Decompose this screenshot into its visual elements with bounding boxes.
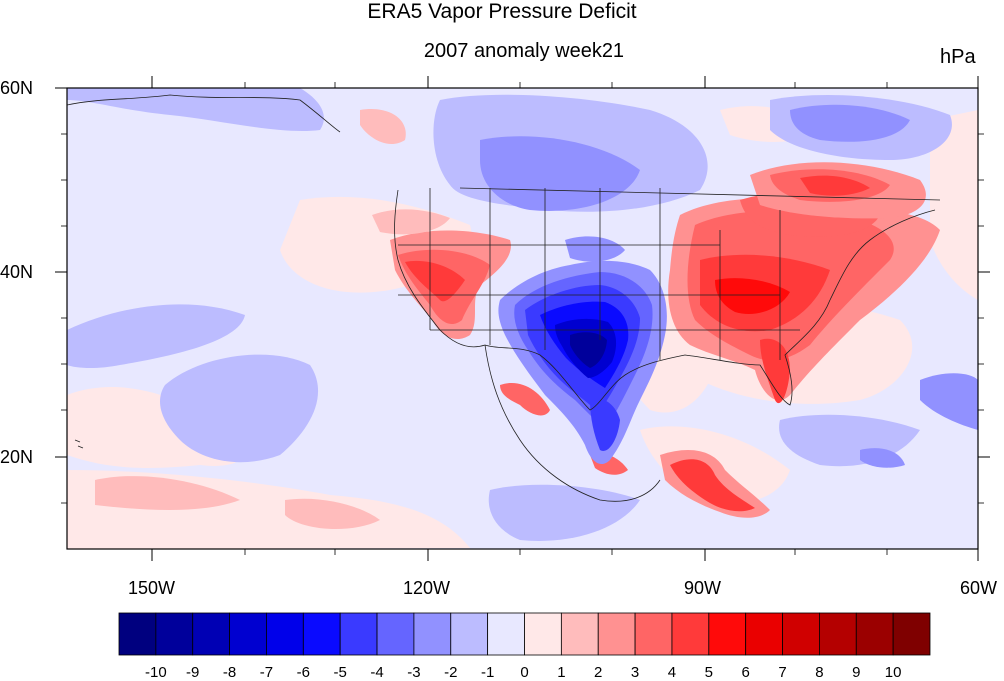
colorbar-tick-label: -9: [186, 664, 199, 681]
colorbar-tick-label: -2: [444, 664, 457, 681]
anomaly-field: [67, 88, 978, 549]
colorbar-tick-label: -5: [334, 664, 347, 681]
colorbar-box: [634, 612, 673, 656]
colorbar-box: [413, 612, 452, 656]
colorbar-tick-label: -6: [297, 664, 310, 681]
colorbar-tick-label: 9: [852, 664, 860, 681]
lat-label-40n: 40N: [0, 262, 34, 282]
colorbar-tick-label: 2: [594, 664, 602, 681]
units-label: hPa: [940, 46, 976, 68]
colorbar-box: [339, 612, 378, 656]
colorbar-box: [155, 612, 194, 656]
colorbar-box: [229, 612, 267, 656]
map-title: ERA5 Vapor Pressure Deficit: [367, 0, 637, 23]
colorbar-box: [855, 612, 894, 656]
colorbar-box: [745, 612, 783, 656]
axis-ticks: [55, 76, 990, 561]
colorbar-box: [118, 612, 157, 656]
lon-label-150w: 150W: [128, 578, 176, 598]
colorbar-box: [782, 612, 820, 656]
colorbar-tick-label: -4: [370, 664, 383, 681]
map-subtitle: 2007 anomaly week21: [423, 40, 625, 62]
colorbar-tick-label: -1: [481, 664, 494, 681]
colorbar-tick-label: 10: [885, 664, 902, 681]
colorbar-box: [376, 612, 415, 656]
colorbar-box: [560, 612, 599, 656]
political-boundaries: [67, 94, 941, 502]
colorbar-tick-label: -8: [223, 664, 236, 681]
colorbar-box: [671, 612, 710, 656]
colorbar-tick-label: 1: [557, 664, 565, 681]
colorbar-box: [819, 612, 857, 656]
colorbar-box: [892, 612, 931, 656]
colorbar-box: [524, 612, 562, 656]
colorbar-tick-label: 5: [705, 664, 713, 681]
colorbar-box: [487, 612, 525, 656]
colorbar-tick-label: 7: [778, 664, 786, 681]
colorbar-tick-label: 3: [631, 664, 639, 681]
colorbar-box: [302, 612, 341, 656]
lon-label-90w: 90W: [684, 578, 722, 598]
colorbar-box: [708, 612, 747, 656]
lat-label-60n: 60N: [0, 78, 34, 98]
colorbar-tick-label: -10: [145, 664, 167, 681]
colorbar-tick-label: -7: [260, 664, 273, 681]
colorbar-box: [450, 612, 489, 656]
colorbar-tick-label: 0: [520, 664, 528, 681]
lon-label-120w: 120W: [403, 578, 451, 598]
colorbar-box: [192, 612, 230, 656]
colorbar-tick-label: 8: [815, 664, 823, 681]
lon-label-60w: 60W: [960, 578, 998, 598]
lat-label-20n: 20N: [0, 447, 34, 467]
colorbar-tick-label: 6: [742, 664, 750, 681]
colorbar-tick-label: -3: [407, 664, 420, 681]
colorbar-tick-label: 4: [668, 664, 676, 681]
colorbar-box: [266, 612, 304, 656]
colorbar-box: [597, 612, 636, 656]
